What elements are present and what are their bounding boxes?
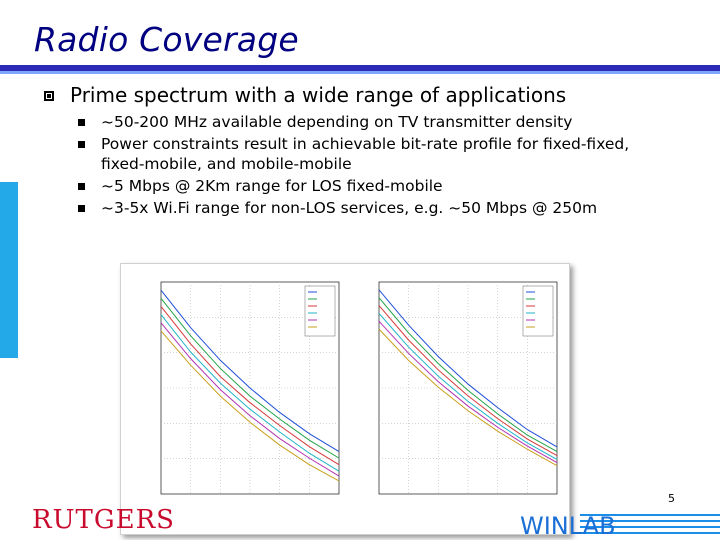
list-item-text: Power constraints result in achievable b… [101,135,630,173]
list-item: ~5 Mbps @ 2Km range for LOS fixed-mobile [78,176,668,196]
list-item-text: ~5 Mbps @ 2Km range for LOS fixed-mobile [101,177,443,195]
legend-box [522,285,554,337]
sub-bullet-list: ~50-200 MHz available depending on TV tr… [78,112,668,220]
series-line [378,289,558,448]
series-line [160,330,340,482]
winlab-logo-text: WINLAB [520,512,616,540]
list-item: Power constraints result in achievable b… [78,134,668,174]
main-bullet: Prime spectrum with a wide range of appl… [44,82,694,108]
list-item: ~50-200 MHz available depending on TV tr… [78,112,668,132]
legend-box [304,285,336,337]
bullet-icon [78,119,85,126]
title-divider-highlight [0,71,720,74]
coverage-plots-figure [120,263,570,535]
bullet-icon [78,183,85,190]
list-item-text: ~50-200 MHz available depending on TV tr… [101,113,573,131]
main-bullet-text: Prime spectrum with a wide range of appl… [70,83,567,107]
series-line [160,306,340,466]
square-bullet-icon [44,91,54,101]
logo-stripe [580,520,720,522]
list-item: ~3-5x Wi.Fi range for non-LOS services, … [78,198,668,218]
series-line [160,314,340,472]
title-divider [0,65,720,71]
list-item-text: ~3-5x Wi.Fi range for non-LOS services, … [101,199,598,217]
series-line [378,297,558,453]
chart-right-svg [378,281,558,495]
bullet-icon [78,205,85,212]
logo-stripe [580,514,720,516]
logo-stripe [580,526,720,528]
bullet-icon [78,141,85,148]
page-number: 5 [668,492,675,505]
logo-stripe [580,532,720,534]
series-line [378,328,558,467]
slide-title: Radio Coverage [34,20,299,59]
series-line [160,289,340,453]
chart-left-svg [160,281,340,495]
series-line [160,297,340,459]
series-line [378,305,558,456]
left-accent-bar [0,182,18,358]
series-line [378,320,558,464]
rutgers-logo: RUTGERS [32,505,175,535]
series-line [378,313,558,460]
winlab-logo: WINLAB [520,510,720,540]
series-line [160,322,340,477]
